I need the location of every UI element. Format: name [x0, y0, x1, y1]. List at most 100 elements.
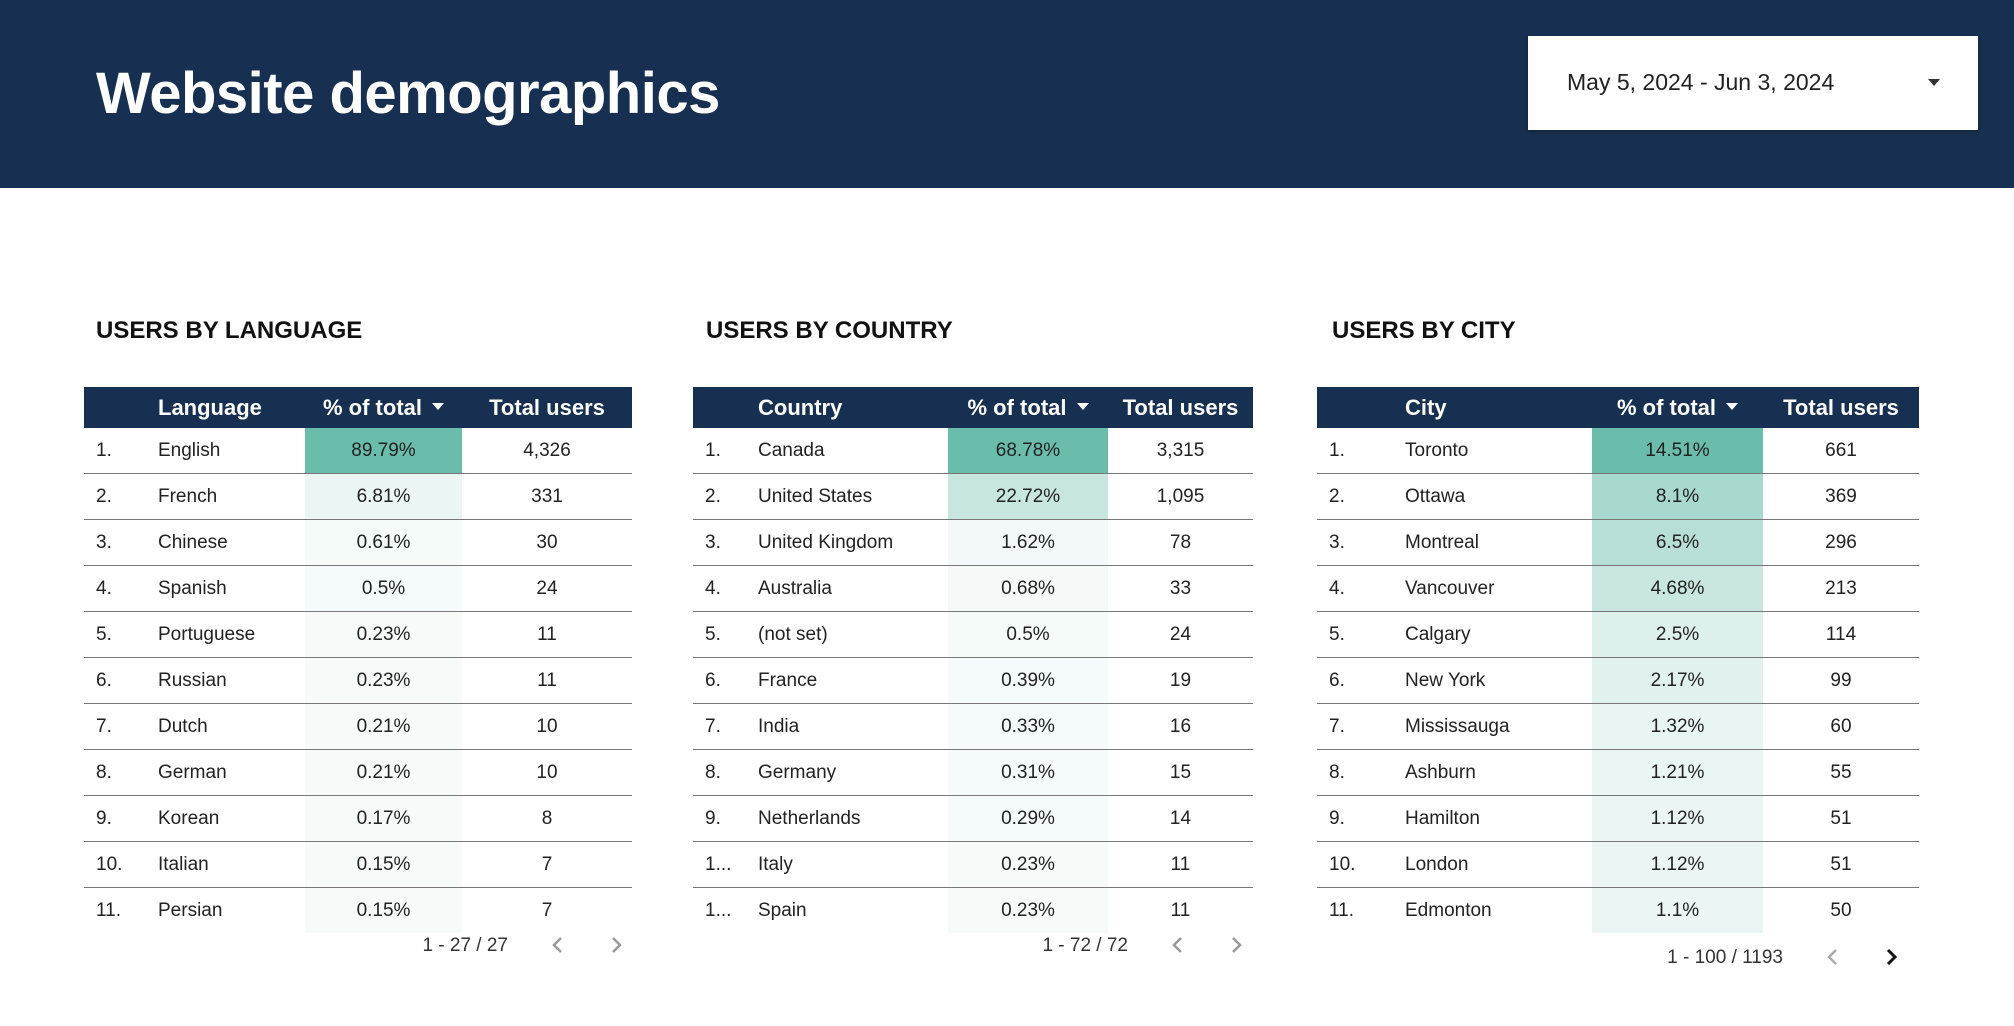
- row-rank: 7.: [1317, 703, 1405, 750]
- row-rank: 9.: [84, 795, 158, 842]
- report-header: Website demographics May 5, 2024 - Jun 3…: [0, 0, 2014, 188]
- table-row[interactable]: 8. German 0.21% 10: [84, 749, 632, 796]
- users-header[interactable]: Total users: [462, 387, 632, 428]
- table-row[interactable]: 11. Persian 0.15% 7: [84, 887, 632, 933]
- users-header[interactable]: Total users: [1108, 387, 1253, 428]
- country-panel-title: USERS BY COUNTRY: [706, 317, 953, 344]
- table-row[interactable]: 7. Dutch 0.21% 10: [84, 703, 632, 750]
- row-country-name: Germany: [758, 749, 948, 796]
- sort-desc-icon: [432, 403, 444, 411]
- language-table: Language % of total Total users 1. Englis…: [84, 387, 632, 933]
- table-row[interactable]: 5. Portuguese 0.23% 11: [84, 611, 632, 658]
- chevron-right-icon[interactable]: [1224, 933, 1248, 957]
- row-language-name: Korean: [158, 795, 305, 842]
- row-total-users: 3,315: [1108, 428, 1253, 474]
- row-rank: 5.: [84, 611, 158, 658]
- row-total-users: 33: [1108, 565, 1253, 612]
- table-row[interactable]: 2. French 6.81% 331: [84, 473, 632, 520]
- table-row[interactable]: 5. Calgary 2.5% 114: [1317, 611, 1919, 658]
- row-rank: 6.: [693, 657, 758, 704]
- table-row[interactable]: 1. Toronto 14.51% 661: [1317, 428, 1919, 474]
- table-row[interactable]: 7. India 0.33% 16: [693, 703, 1253, 750]
- country-header[interactable]: Country: [758, 387, 948, 428]
- pct-header[interactable]: % of total: [1592, 387, 1763, 428]
- row-pct-of-total: 4.68%: [1592, 565, 1763, 612]
- table-row[interactable]: 8. Germany 0.31% 15: [693, 749, 1253, 796]
- page-title: Website demographics: [96, 61, 720, 126]
- table-row[interactable]: 4. Spanish 0.5% 24: [84, 565, 632, 612]
- row-total-users: 1,095: [1108, 473, 1253, 520]
- row-pct-of-total: 0.17%: [305, 795, 462, 842]
- date-range-picker[interactable]: May 5, 2024 - Jun 3, 2024: [1528, 36, 1978, 130]
- row-pct-of-total: 6.5%: [1592, 519, 1763, 566]
- table-row[interactable]: 4. Australia 0.68% 33: [693, 565, 1253, 612]
- chevron-left-icon[interactable]: [1821, 945, 1845, 969]
- row-total-users: 78: [1108, 519, 1253, 566]
- row-rank: 1...: [693, 841, 758, 888]
- row-total-users: 661: [1763, 428, 1919, 474]
- row-rank: 4.: [84, 565, 158, 612]
- pagination-range: 1 - 27 / 27: [422, 935, 508, 956]
- row-rank: 9.: [693, 795, 758, 842]
- row-rank: 3.: [693, 519, 758, 566]
- row-city-name: Toronto: [1405, 428, 1592, 474]
- row-language-name: Chinese: [158, 519, 305, 566]
- users-header[interactable]: Total users: [1763, 387, 1919, 428]
- table-row[interactable]: 9. Netherlands 0.29% 14: [693, 795, 1253, 842]
- row-language-name: Russian: [158, 657, 305, 704]
- table-row[interactable]: 11. Edmonton 1.1% 50: [1317, 887, 1919, 933]
- row-country-name: Canada: [758, 428, 948, 474]
- row-city-name: Edmonton: [1405, 899, 1492, 921]
- row-rank: 4.: [693, 565, 758, 612]
- row-rank: 5.: [693, 611, 758, 658]
- table-row[interactable]: 1. Canada 68.78% 3,315: [693, 428, 1253, 474]
- city-table: City % of total Total users 1. Toronto 14.…: [1317, 387, 1919, 933]
- table-row[interactable]: 6. France 0.39% 19: [693, 657, 1253, 704]
- row-total-users: 7: [462, 841, 632, 888]
- chevron-right-icon[interactable]: [1879, 945, 1903, 969]
- table-row[interactable]: 6. New York 2.17% 99: [1317, 657, 1919, 704]
- table-row[interactable]: 1... Italy 0.23% 11: [693, 841, 1253, 888]
- chevron-left-icon[interactable]: [546, 933, 570, 957]
- table-row[interactable]: 9. Korean 0.17% 8: [84, 795, 632, 842]
- table-row[interactable]: 1. English 89.79% 4,326: [84, 428, 632, 474]
- row-total-users: 331: [462, 473, 632, 520]
- pagination-range: 1 - 72 / 72: [1042, 935, 1128, 956]
- table-row[interactable]: 8. Ashburn 1.21% 55: [1317, 749, 1919, 796]
- row-rank: 8.: [84, 749, 158, 796]
- table-row[interactable]: 3. Chinese 0.61% 30: [84, 519, 632, 566]
- sort-desc-icon: [1726, 403, 1738, 411]
- language-panel-title: USERS BY LANGUAGE: [96, 317, 363, 344]
- row-total-users: 11: [462, 657, 632, 704]
- city-header[interactable]: City: [1405, 387, 1592, 428]
- table-row[interactable]: 9. Hamilton 1.12% 51: [1317, 795, 1919, 842]
- row-total-users: 11: [1108, 841, 1253, 888]
- row-rank: 7.: [84, 703, 158, 750]
- row-pct-of-total: 1.12%: [1592, 795, 1763, 842]
- table-row[interactable]: 5. (not set) 0.5% 24: [693, 611, 1253, 658]
- table-row[interactable]: 2. Ottawa 8.1% 369: [1317, 473, 1919, 520]
- table-row[interactable]: 4. Vancouver 4.68% 213: [1317, 565, 1919, 612]
- language-header[interactable]: Language: [158, 387, 305, 428]
- pct-header[interactable]: % of total: [305, 387, 462, 428]
- table-row[interactable]: 3. United Kingdom 1.62% 78: [693, 519, 1253, 566]
- table-row[interactable]: 7. Mississauga 1.32% 60: [1317, 703, 1919, 750]
- row-rank: 1.: [693, 428, 758, 474]
- row-pct-of-total: 0.29%: [948, 795, 1108, 842]
- chevron-right-icon[interactable]: [604, 933, 628, 957]
- table-row[interactable]: 2. United States 22.72% 1,095: [693, 473, 1253, 520]
- table-row[interactable]: 3. Montreal 6.5% 296: [1317, 519, 1919, 566]
- chevron-left-icon[interactable]: [1166, 933, 1190, 957]
- caret-down-icon: [1928, 79, 1940, 86]
- table-row[interactable]: 10. Italian 0.15% 7: [84, 841, 632, 888]
- country-pagination: 1 - 72 / 72: [1000, 935, 1248, 959]
- row-country-name: Spain: [758, 899, 807, 921]
- row-total-users: 50: [1830, 899, 1852, 921]
- row-pct-of-total: 1.12%: [1592, 841, 1763, 888]
- table-row[interactable]: 10. London 1.12% 51: [1317, 841, 1919, 888]
- pct-header[interactable]: % of total: [948, 387, 1108, 428]
- table-row[interactable]: 1... Spain 0.23% 11: [693, 887, 1253, 933]
- row-pct-of-total: 0.33%: [948, 703, 1108, 750]
- table-row[interactable]: 6. Russian 0.23% 11: [84, 657, 632, 704]
- row-total-users: 24: [462, 565, 632, 612]
